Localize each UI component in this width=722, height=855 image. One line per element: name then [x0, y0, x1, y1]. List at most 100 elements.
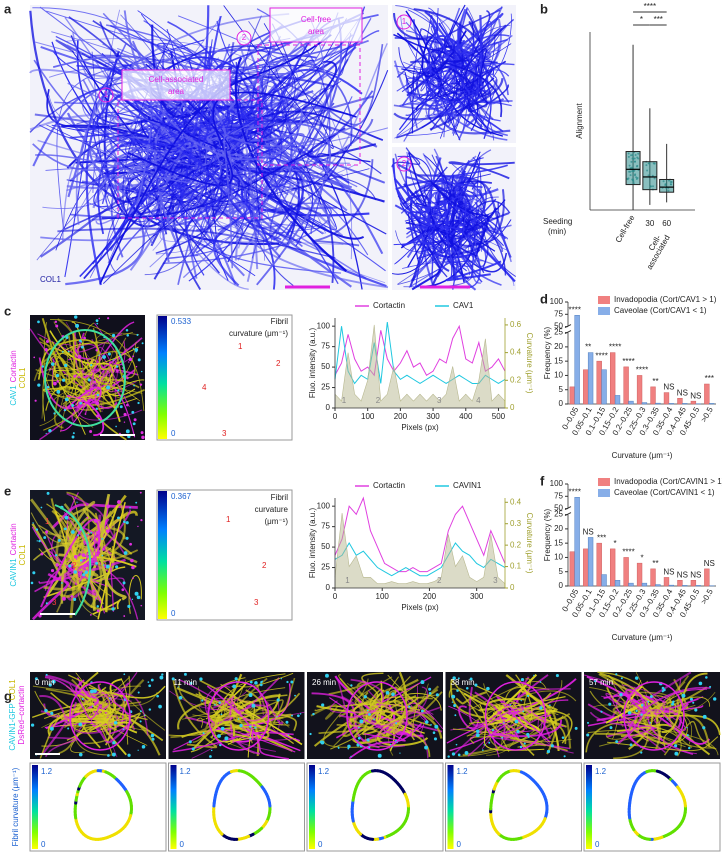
colorbar-tick: 1.2 — [318, 767, 330, 776]
puncta — [139, 720, 142, 723]
y2-tick-label: 0.3 — [510, 519, 522, 528]
puncta — [299, 713, 302, 715]
y-tick-label: 0 — [326, 403, 331, 412]
point-label: 1 — [238, 342, 243, 351]
puncta — [64, 363, 68, 368]
significance: ** — [652, 559, 658, 568]
puncta — [217, 734, 221, 738]
fiber — [397, 163, 484, 285]
panel-letter: e — [4, 483, 11, 498]
point-label: 1 — [226, 515, 231, 524]
puncta — [561, 736, 565, 739]
puncta — [137, 358, 141, 362]
panel-letter: a — [4, 1, 12, 16]
fiber — [74, 685, 141, 756]
puncta — [98, 374, 101, 377]
puncta — [514, 719, 519, 724]
puncta — [520, 700, 522, 702]
bar — [628, 400, 634, 405]
fiber — [75, 13, 290, 225]
puncta — [131, 410, 135, 414]
stain-label: COL1 — [40, 275, 61, 284]
y-tick-label: 20 — [554, 342, 563, 351]
fiber — [50, 319, 145, 411]
fiber — [599, 672, 654, 750]
puncta — [373, 718, 376, 721]
contour-frame — [168, 762, 305, 852]
fiber — [223, 5, 334, 149]
puncta — [111, 752, 116, 757]
puncta — [83, 563, 88, 568]
intensity-line — [334, 322, 506, 385]
fiber — [339, 677, 371, 725]
significance: NS — [690, 391, 701, 400]
puncta — [615, 740, 619, 743]
colorbar-tick: 0 — [171, 429, 176, 438]
fibers — [168, 672, 305, 760]
y-tick-label: 5 — [559, 567, 564, 576]
puncta — [161, 673, 164, 676]
puncta — [488, 741, 491, 744]
bar — [668, 403, 675, 405]
fiber — [51, 332, 76, 378]
fiber — [455, 691, 487, 705]
fiber — [393, 60, 513, 103]
fiber — [91, 51, 342, 216]
point-label: 2 — [276, 359, 281, 368]
puncta — [464, 751, 469, 755]
time-label: 57 min — [589, 678, 613, 687]
significance: **** — [636, 366, 648, 375]
puncta — [619, 693, 623, 697]
bar — [663, 577, 670, 587]
colorbar-tick: 1.2 — [180, 767, 192, 776]
puncta — [234, 677, 238, 681]
puncta — [137, 401, 140, 405]
puncta — [649, 721, 651, 724]
fiber — [222, 44, 384, 126]
puncta — [82, 573, 86, 577]
puncta — [455, 743, 458, 746]
puncta — [46, 385, 50, 389]
fiber — [90, 671, 138, 733]
colorbar-tick: 1.2 — [595, 767, 607, 776]
puncta — [523, 742, 526, 745]
marker-circle — [236, 30, 252, 46]
y-tick-label: 75 — [321, 522, 330, 531]
puncta — [218, 701, 221, 705]
fiber — [35, 12, 222, 185]
fiber — [161, 175, 244, 249]
puncta — [385, 690, 390, 695]
puncta — [129, 542, 132, 546]
images — [29, 4, 721, 852]
legend-label: Invadopodia (Cort/CAV1 > 1) — [614, 295, 717, 304]
puncta — [134, 348, 139, 352]
puncta — [452, 676, 456, 680]
y-tick-label: 100 — [550, 297, 564, 306]
puncta — [357, 726, 360, 729]
puncta — [55, 563, 59, 567]
point-label: 1 — [45, 517, 50, 526]
fiber — [452, 39, 498, 97]
puncta — [33, 356, 36, 359]
legend-label: CAV1 — [453, 301, 474, 310]
puncta — [137, 691, 140, 694]
stain: CAVIN1 — [9, 558, 18, 587]
point-label: 3 — [52, 598, 57, 607]
puncta — [210, 749, 213, 752]
fiber — [467, 704, 546, 747]
puncta — [214, 704, 216, 706]
puncta — [78, 339, 82, 342]
puncta — [122, 581, 126, 585]
puncta — [609, 726, 613, 730]
cell-outline — [346, 681, 408, 751]
puncta — [688, 746, 691, 750]
puncta — [77, 354, 82, 359]
significance: NS — [663, 383, 674, 392]
bar — [641, 582, 648, 587]
puncta — [90, 613, 92, 616]
fiber — [393, 77, 504, 121]
y-tick-label: 25 — [554, 510, 563, 519]
fiber — [51, 509, 117, 611]
puncta — [713, 697, 717, 701]
